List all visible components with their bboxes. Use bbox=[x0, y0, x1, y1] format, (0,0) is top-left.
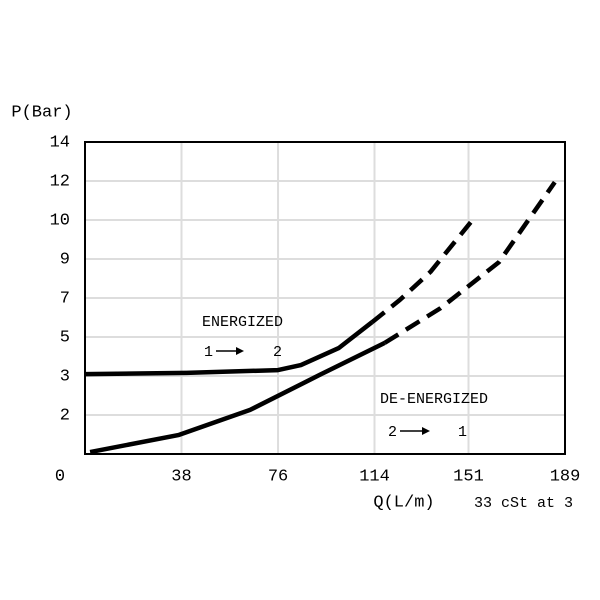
y-tick-label: 3 bbox=[60, 367, 70, 386]
y-tick-label: 9 bbox=[60, 250, 70, 269]
x-tick-label: 38 bbox=[171, 467, 191, 486]
y-axis-label: P(Bar) bbox=[11, 103, 72, 122]
y-tick-label: 14 bbox=[50, 133, 70, 152]
plot-frame bbox=[84, 141, 566, 455]
series-line bbox=[89, 340, 386, 455]
y-tick-label: 5 bbox=[60, 328, 70, 347]
series-line bbox=[383, 180, 557, 345]
arrow-head bbox=[422, 427, 430, 435]
x-tick-label: 114 bbox=[359, 467, 390, 486]
y-tick-label: 10 bbox=[50, 211, 70, 230]
annotation-to: 1 bbox=[458, 424, 467, 441]
y-tick-label: 12 bbox=[50, 172, 70, 191]
annotation-to: 2 bbox=[273, 344, 282, 361]
annotation-from: 1 bbox=[204, 344, 213, 361]
note: 33 cSt at 3 bbox=[474, 495, 573, 512]
x-tick-label: 0 bbox=[55, 467, 65, 486]
x-tick-label: 76 bbox=[268, 467, 288, 486]
y-tick-label: 7 bbox=[60, 289, 70, 308]
annotation-from: 2 bbox=[388, 424, 397, 441]
series-label: DE-ENERGIZED bbox=[380, 391, 488, 408]
arrow-head bbox=[236, 347, 244, 355]
x-tick-label: 151 bbox=[453, 467, 484, 486]
y-tick-label: 2 bbox=[60, 406, 70, 425]
series-line bbox=[370, 220, 473, 324]
series-line bbox=[84, 320, 374, 377]
series-label: ENERGIZED bbox=[202, 314, 283, 331]
x-tick-label: 189 bbox=[550, 467, 581, 486]
x-axis-label: Q(L/m) bbox=[373, 493, 434, 512]
